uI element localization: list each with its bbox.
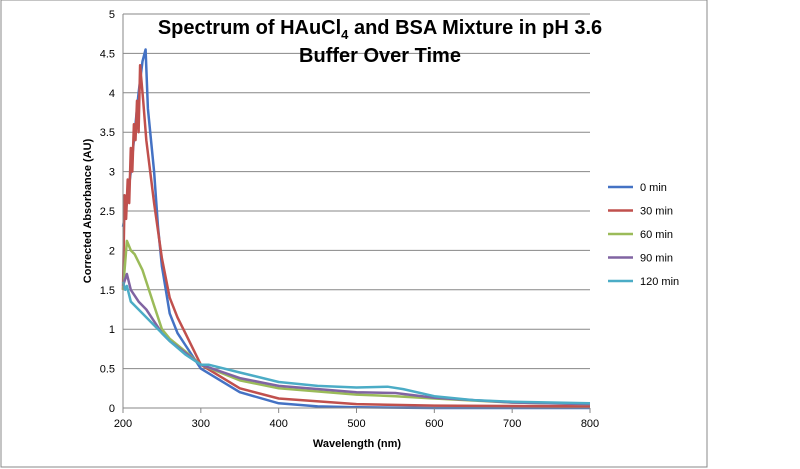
x-tick-label: 600 xyxy=(425,418,443,430)
y-tick-label: 1 xyxy=(109,324,115,336)
y-tick-label: 4 xyxy=(109,88,115,100)
y-tick-label: 2.5 xyxy=(100,206,115,218)
legend: 0 min 30 min 60 min 90 min 120 min xyxy=(608,182,679,288)
legend-label: 30 min xyxy=(640,206,673,218)
x-tick-label: 500 xyxy=(347,418,365,430)
x-tick-label: 400 xyxy=(269,418,287,430)
legend-label: 60 min xyxy=(640,229,673,241)
legend-label: 0 min xyxy=(640,182,667,194)
y-tick-label: 2 xyxy=(109,245,115,257)
chart-title: Spectrum of HAuCl4 and BSA Mixture in pH… xyxy=(158,17,602,42)
series-line-30-min xyxy=(121,63,591,408)
y-tick-label: 0 xyxy=(109,403,115,415)
x-tick-label: 800 xyxy=(581,418,599,430)
y-tick-label: 5 xyxy=(109,9,115,21)
y-tick-label: 3 xyxy=(109,167,115,179)
chart-frame xyxy=(0,0,708,468)
y-tick-label: 4.5 xyxy=(100,48,115,60)
series-line-120-min xyxy=(121,281,591,405)
y-tick-label: 0.5 xyxy=(100,364,115,376)
y-tick-label: 3.5 xyxy=(100,127,115,139)
x-tick-label: 300 xyxy=(192,418,210,430)
x-tick-label: 200 xyxy=(114,418,132,430)
legend-label: 90 min xyxy=(640,253,673,265)
y-axis-label: Corrected Absorbance (AU) xyxy=(82,138,94,283)
y-tick-label: 1.5 xyxy=(100,285,115,297)
x-tick-label: 700 xyxy=(503,418,521,430)
x-axis-label: Wavelength (nm) xyxy=(313,438,402,450)
legend-label: 120 min xyxy=(640,276,679,288)
chart-title-line2: Buffer Over Time xyxy=(299,45,461,67)
